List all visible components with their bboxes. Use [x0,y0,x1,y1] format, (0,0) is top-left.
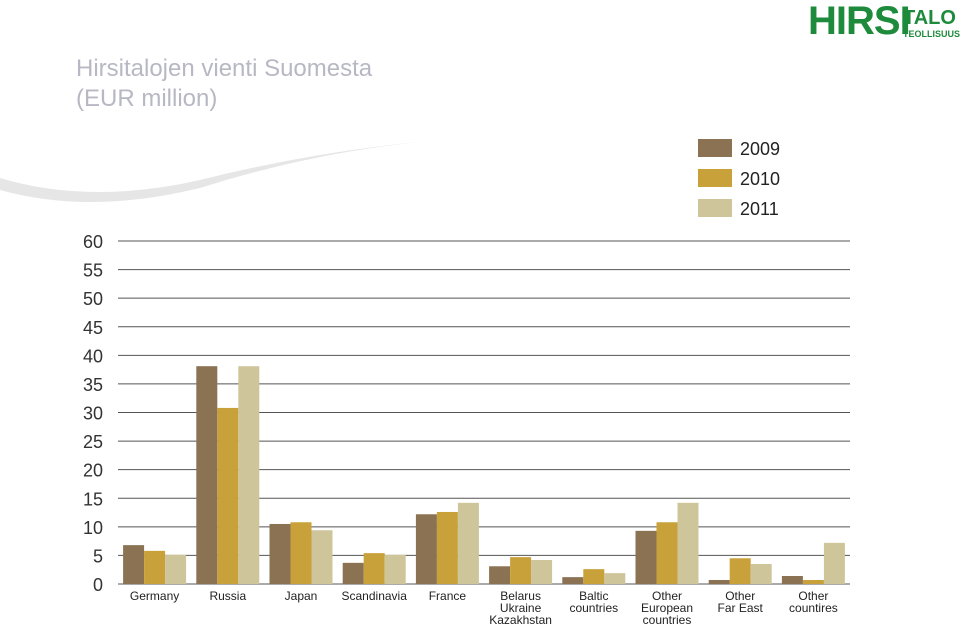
y-tick-label: 50 [83,289,103,309]
logo-sub: TEOLLISUUS [903,29,960,39]
bar [531,559,553,584]
bar [290,522,312,584]
swoosh [0,140,440,203]
bar [342,562,364,584]
bar [708,579,730,584]
bar [311,530,333,584]
y-tick-label: 40 [83,346,103,366]
x-tick-label: Other Far East [718,589,764,615]
bar [562,577,584,584]
legend-swatch [698,139,732,157]
bar [802,579,824,584]
x-tick-label: France [429,589,467,603]
bar [384,554,406,584]
y-tick-label: 10 [83,518,103,538]
legend-label: 2010 [740,169,780,189]
bar [823,542,845,584]
x-tick-label: Belarus Ukraine Kazakhstan [489,589,552,627]
bar [635,530,657,584]
chart-subtitle: (EUR million) [76,85,217,112]
x-tick-label: Japan [285,589,318,603]
x-tick-label: Scandinavia [342,589,408,603]
bar [604,573,626,584]
bar [781,575,803,584]
y-tick-label: 60 [83,232,103,252]
bar [457,502,479,584]
y-tick-label: 15 [83,489,103,509]
legend-swatch [698,169,732,187]
y-tick-label: 35 [83,375,103,395]
bar [583,569,605,584]
bar [750,563,772,584]
bar [729,558,751,584]
bar [677,502,699,584]
y-tick-label: 0 [93,575,103,595]
y-tick-label: 5 [93,546,103,566]
x-tick-label: Germany [130,589,179,603]
bar [363,553,385,584]
bar [238,366,260,584]
bar [510,557,532,584]
bar [415,514,437,584]
y-tick-label: 20 [83,461,103,481]
y-tick-label: 55 [83,261,103,281]
x-tick-label: Other European countries [641,589,693,627]
bar [436,511,458,584]
legend-swatch [698,199,732,217]
legend-label: 2011 [740,199,779,219]
x-tick-label: Russia [209,589,246,603]
bar [165,554,187,584]
bar [217,407,239,584]
logo-side: TALO [903,7,956,29]
bar [269,523,291,584]
bar [489,566,511,584]
bar [144,550,166,584]
x-tick-label: Baltic countries [569,589,618,615]
chart-title: Hirsitalojen vienti Suomesta [76,55,373,82]
y-tick-label: 25 [83,432,103,452]
bar [123,545,145,584]
y-tick-label: 45 [83,318,103,338]
y-tick-label: 30 [83,404,103,424]
logo-main: HIRSI [808,0,910,43]
legend-label: 2009 [740,139,780,159]
bar [656,522,678,584]
bar [196,366,218,584]
x-tick-label: Other countires [789,589,838,615]
